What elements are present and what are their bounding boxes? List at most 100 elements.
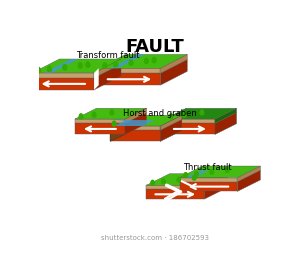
Polygon shape [110,126,160,130]
Polygon shape [125,108,146,123]
Polygon shape [75,108,146,119]
Circle shape [48,68,51,72]
Circle shape [195,171,198,174]
Circle shape [110,111,114,115]
Polygon shape [165,119,215,123]
Circle shape [193,175,195,178]
Circle shape [201,110,203,112]
Text: FAULT: FAULT [125,38,184,56]
Circle shape [184,173,187,176]
Circle shape [183,112,185,115]
Polygon shape [80,66,81,67]
Circle shape [92,114,96,117]
Polygon shape [94,68,99,90]
Polygon shape [90,116,134,122]
Polygon shape [164,192,182,199]
Polygon shape [180,182,237,192]
Polygon shape [75,119,125,123]
Polygon shape [32,78,94,90]
Polygon shape [44,59,79,73]
Polygon shape [215,113,237,134]
Circle shape [162,179,165,181]
Circle shape [185,172,187,175]
Circle shape [103,64,107,67]
Circle shape [80,114,82,116]
Circle shape [63,66,67,70]
Circle shape [182,114,186,117]
Polygon shape [110,108,146,126]
Circle shape [63,65,66,69]
Circle shape [200,111,204,114]
Polygon shape [160,120,182,141]
Polygon shape [32,73,94,78]
Circle shape [152,59,156,63]
Polygon shape [146,174,227,185]
Circle shape [92,113,96,116]
Circle shape [78,64,82,68]
Polygon shape [180,166,260,178]
Polygon shape [32,59,121,73]
Circle shape [145,58,148,61]
Polygon shape [99,73,160,85]
Circle shape [130,60,132,62]
Polygon shape [186,171,209,178]
Circle shape [169,115,173,118]
Polygon shape [110,54,145,68]
Circle shape [87,62,89,64]
Polygon shape [110,115,182,126]
Circle shape [177,179,181,182]
Polygon shape [237,166,260,182]
Circle shape [37,69,41,73]
Circle shape [112,122,116,126]
Circle shape [195,172,198,175]
Polygon shape [110,130,160,141]
Circle shape [110,111,113,114]
Circle shape [78,64,82,67]
Circle shape [153,57,155,60]
Polygon shape [146,185,204,190]
Circle shape [129,60,133,64]
Polygon shape [165,123,215,134]
Circle shape [152,58,156,61]
Circle shape [183,113,186,116]
Polygon shape [154,61,155,62]
Polygon shape [75,123,125,134]
Circle shape [114,62,117,66]
Circle shape [192,177,196,180]
Polygon shape [99,54,187,68]
Circle shape [178,177,180,179]
Circle shape [151,181,154,184]
Circle shape [111,110,113,112]
Polygon shape [160,119,165,141]
Circle shape [211,169,213,172]
Polygon shape [152,183,153,185]
Polygon shape [185,176,186,177]
Circle shape [129,61,133,65]
Circle shape [145,59,148,62]
Circle shape [184,174,188,178]
Text: Transform fault: Transform fault [75,51,139,60]
Circle shape [113,121,115,123]
Circle shape [177,178,180,181]
Circle shape [86,63,90,66]
Circle shape [37,67,40,70]
Text: Thrust fault: Thrust fault [183,163,232,172]
Polygon shape [204,174,227,190]
Circle shape [161,180,165,184]
Polygon shape [160,108,186,126]
Circle shape [193,176,196,179]
Polygon shape [146,62,147,63]
Circle shape [93,112,95,115]
Circle shape [104,63,106,66]
Polygon shape [215,108,237,123]
Polygon shape [114,120,155,126]
Polygon shape [201,113,202,114]
Circle shape [151,182,154,185]
Circle shape [79,63,82,66]
Polygon shape [160,54,187,73]
Circle shape [114,63,118,67]
Polygon shape [99,68,160,73]
Circle shape [114,62,117,64]
Polygon shape [160,59,187,85]
Circle shape [200,111,204,115]
